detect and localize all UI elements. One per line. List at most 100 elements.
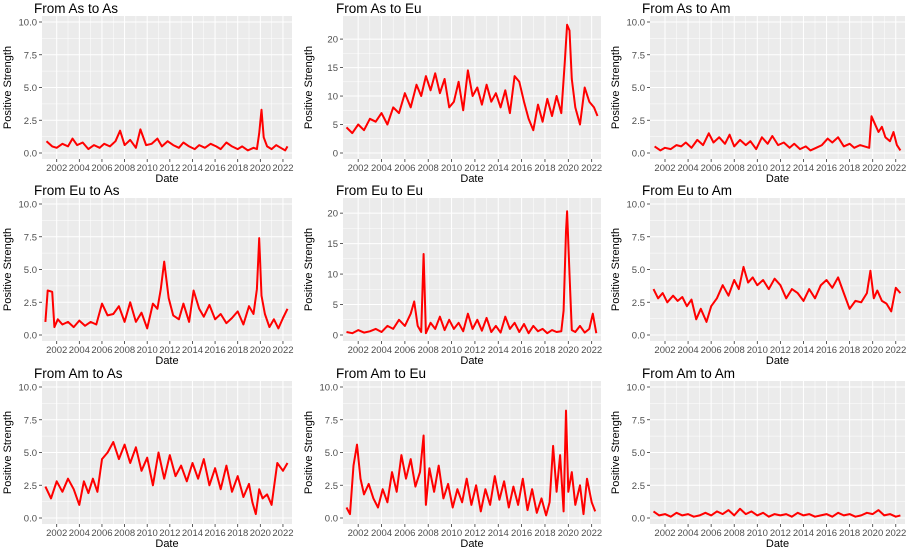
series-line bbox=[44, 441, 289, 516]
y-tick-label: 0.0 bbox=[24, 514, 37, 525]
x-tick-label: 2016 bbox=[816, 345, 837, 356]
y-axis-label: Positive Strength bbox=[610, 228, 622, 311]
x-tick-label: 2020 bbox=[250, 345, 271, 356]
x-tick-label: 2012 bbox=[464, 163, 485, 174]
x-axis-label: Date bbox=[766, 538, 789, 547]
y-tick-label: 2.5 bbox=[632, 298, 645, 309]
x-axis-label: Date bbox=[766, 173, 789, 185]
x-tick-label: 2016 bbox=[816, 528, 837, 539]
x-tick-label: 2008 bbox=[724, 345, 745, 356]
y-axis-label: Positive Strength bbox=[303, 411, 315, 494]
x-tick-label: 2012 bbox=[464, 528, 485, 539]
y-tick-label: 5.0 bbox=[632, 83, 645, 94]
x-tick-label: 2010 bbox=[137, 163, 158, 174]
x-tick-label: 2012 bbox=[159, 163, 180, 174]
x-tick-label: 2020 bbox=[862, 345, 883, 356]
x-tick-label: 2008 bbox=[114, 163, 135, 174]
x-tick-label: 2014 bbox=[488, 163, 509, 174]
x-tick-label: 2006 bbox=[394, 528, 415, 539]
x-tick-label: 2016 bbox=[816, 163, 837, 174]
x-tick-label: 2012 bbox=[770, 345, 791, 356]
y-tick-label: 10.0 bbox=[19, 18, 38, 29]
y-tick-label: 0.0 bbox=[632, 331, 645, 342]
y-tick-label: 7.5 bbox=[632, 232, 645, 243]
x-tick-label: 2016 bbox=[205, 528, 226, 539]
x-tick-label: 2022 bbox=[885, 528, 906, 539]
x-tick-label: 2002 bbox=[348, 528, 369, 539]
y-axis-label: Positive Strength bbox=[2, 411, 14, 494]
x-tick-label: 2004 bbox=[678, 345, 699, 356]
y-tick-label: 7.5 bbox=[632, 415, 645, 426]
series-line bbox=[44, 237, 289, 330]
y-tick-label: 5 bbox=[333, 300, 338, 311]
panel-background bbox=[343, 198, 601, 341]
x-tick-label: 2004 bbox=[678, 163, 699, 174]
x-tick-label: 2004 bbox=[69, 163, 90, 174]
y-axis-label: Positive Strength bbox=[2, 46, 14, 129]
chart-panel: 0.0 2.5 5.0 7.5 10.0 2002 2004 2006 2008 2010 2012… bbox=[2, 1, 294, 185]
y-tick-label: 2.5 bbox=[632, 481, 645, 492]
x-tick-label: 2010 bbox=[441, 345, 462, 356]
x-tick-label: 2002 bbox=[348, 345, 369, 356]
x-tick-label: 2006 bbox=[394, 345, 415, 356]
x-tick-label: 2020 bbox=[862, 163, 883, 174]
x-tick-label: 2022 bbox=[581, 163, 602, 174]
y-tick-label: 7.5 bbox=[632, 50, 645, 61]
x-axis-label: Date bbox=[155, 538, 178, 547]
y-tick-label: 0 bbox=[333, 331, 338, 342]
x-tick-label: 2020 bbox=[558, 345, 579, 356]
y-tick-label: 10.0 bbox=[19, 200, 38, 211]
x-tick-label: 2008 bbox=[114, 528, 135, 539]
x-tick-label: 2018 bbox=[227, 345, 248, 356]
x-tick-label: 2020 bbox=[558, 528, 579, 539]
x-tick-label: 2010 bbox=[747, 345, 768, 356]
y-tick-label: 15 bbox=[327, 63, 338, 74]
y-tick-label: 5.0 bbox=[632, 265, 645, 276]
x-tick-label: 2002 bbox=[46, 528, 67, 539]
y-tick-label: 7.5 bbox=[24, 415, 37, 426]
x-tick-label: 2018 bbox=[839, 345, 860, 356]
x-tick-label: 2020 bbox=[250, 528, 271, 539]
chart-panel: 0.0 2.5 5.0 7.5 10.0 2002 2004 2006 2008 2010 2012… bbox=[610, 366, 906, 547]
x-tick-label: 2006 bbox=[701, 528, 722, 539]
x-tick-label: 2010 bbox=[441, 163, 462, 174]
panel-title: From As to As bbox=[34, 1, 118, 16]
chart-panel: 0.0 2.5 5.0 7.5 10.0 2002 2004 2006 2008 2010 2012… bbox=[303, 366, 602, 547]
series-line bbox=[45, 108, 289, 152]
x-tick-label: 2012 bbox=[464, 345, 485, 356]
series-line bbox=[652, 265, 902, 323]
x-tick-label: 2002 bbox=[46, 345, 67, 356]
y-tick-label: 5.0 bbox=[24, 265, 37, 276]
y-tick-label: 2.5 bbox=[632, 116, 645, 127]
x-axis-label: Date bbox=[460, 173, 483, 185]
x-tick-label: 2002 bbox=[654, 345, 675, 356]
y-tick-label: 10.0 bbox=[320, 383, 339, 394]
panel-title: From Eu to Am bbox=[642, 183, 732, 198]
y-tick-label: 0.0 bbox=[24, 149, 37, 160]
x-tick-label: 2008 bbox=[418, 345, 439, 356]
x-tick-label: 2006 bbox=[91, 528, 112, 539]
x-tick-label: 2004 bbox=[371, 528, 392, 539]
y-tick-label: 2.5 bbox=[24, 298, 37, 309]
x-tick-label: 2014 bbox=[793, 163, 814, 174]
x-tick-label: 2010 bbox=[137, 528, 158, 539]
x-tick-label: 2006 bbox=[701, 345, 722, 356]
y-tick-label: 7.5 bbox=[24, 232, 37, 243]
x-tick-label: 2014 bbox=[182, 345, 203, 356]
panel-title: From Eu to As bbox=[34, 183, 120, 198]
x-tick-label: 2004 bbox=[69, 528, 90, 539]
y-tick-label: 10 bbox=[327, 92, 338, 103]
x-tick-label: 2008 bbox=[724, 528, 745, 539]
y-tick-label: 2.5 bbox=[24, 481, 37, 492]
x-tick-label: 2018 bbox=[227, 528, 248, 539]
x-tick-label: 2022 bbox=[885, 345, 906, 356]
panel-title: From As to Am bbox=[642, 1, 731, 16]
y-tick-label: 5.0 bbox=[24, 83, 37, 94]
x-tick-label: 2022 bbox=[272, 345, 293, 356]
x-tick-label: 2008 bbox=[114, 345, 135, 356]
y-tick-label: 0.0 bbox=[325, 514, 338, 525]
y-tick-label: 0.0 bbox=[632, 149, 645, 160]
y-tick-label: 5 bbox=[333, 120, 338, 131]
x-tick-label: 2012 bbox=[159, 528, 180, 539]
y-tick-label: 10.0 bbox=[627, 18, 646, 29]
